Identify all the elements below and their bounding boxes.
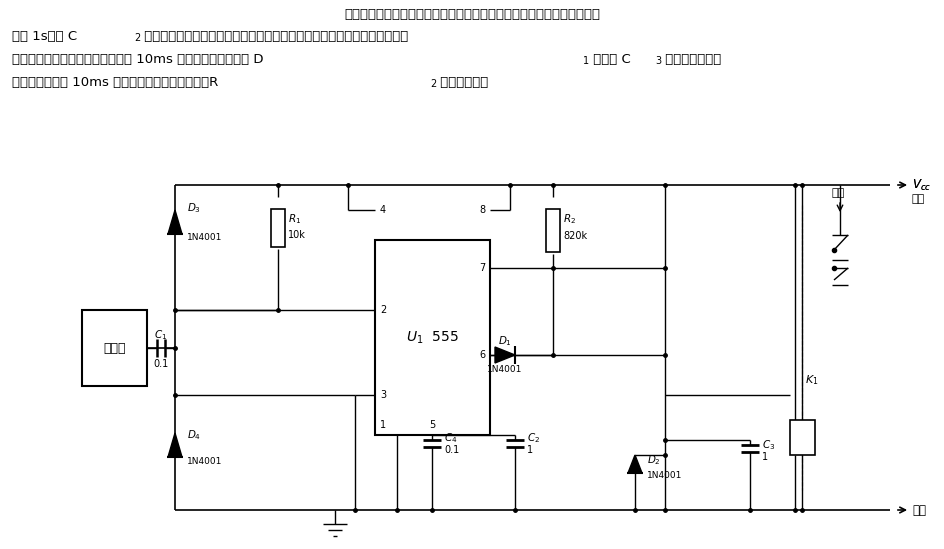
Text: 8: 8 [479, 205, 484, 215]
Text: $C_4$: $C_4$ [444, 431, 457, 445]
Text: 接触板: 接触板 [103, 341, 126, 355]
Text: 2: 2 [379, 305, 386, 315]
Text: 输出: 输出 [831, 188, 844, 198]
Bar [789, 420, 814, 455]
Text: $U_1$  555: $U_1$ 555 [406, 329, 459, 346]
Text: 接地: 接地 [911, 503, 925, 517]
Text: 10k: 10k [288, 230, 306, 240]
Text: 和电容 C: 和电容 C [588, 53, 630, 66]
Text: 0.1: 0.1 [153, 359, 168, 369]
Text: 2: 2 [430, 79, 436, 89]
Text: 5: 5 [429, 420, 434, 430]
Polygon shape [168, 210, 182, 234]
Text: 0.1: 0.1 [444, 445, 459, 455]
Text: $D_2$: $D_2$ [647, 453, 660, 467]
Text: $C_1$: $C_1$ [154, 328, 167, 342]
Text: $R_2$: $R_2$ [563, 212, 576, 226]
Polygon shape [628, 455, 641, 473]
Text: 调节灵敏度。: 调节灵敏度。 [435, 76, 488, 89]
Text: 1N4001: 1N4001 [647, 470, 682, 479]
Text: 1: 1 [582, 56, 588, 66]
Bar [546, 209, 560, 252]
Text: $R_1$: $R_1$ [288, 212, 301, 226]
Text: 820k: 820k [563, 231, 586, 241]
Text: $K_1$: $K_1$ [804, 373, 818, 387]
Text: 引入感应的交流声，从而获得一列触发脉冲。单稳态电路的输出在定时循环: 引入感应的交流声，从而获得一列触发脉冲。单稳态电路的输出在定时循环 [140, 30, 408, 43]
Text: 3: 3 [379, 390, 386, 400]
Text: 利用输电线路交流声工作的触摸开关电路。电路的单稳态振荡器的周期调: 利用输电线路交流声工作的触摸开关电路。电路的单稳态振荡器的周期调 [344, 8, 599, 21]
Text: 1: 1 [527, 445, 532, 455]
Text: $D_3$: $D_3$ [187, 201, 201, 215]
Polygon shape [168, 433, 182, 457]
Text: 6: 6 [479, 350, 484, 360]
Text: 4: 4 [379, 205, 386, 215]
Bar [375, 240, 490, 435]
Text: 7: 7 [479, 263, 484, 273]
Text: 到约 1s。由 C: 到约 1s。由 C [12, 30, 77, 43]
Text: $V_{cc}$: $V_{cc}$ [911, 177, 930, 193]
Text: 1N4001: 1N4001 [187, 457, 222, 466]
Text: 1N4001: 1N4001 [187, 233, 222, 243]
Text: 输出: 输出 [911, 194, 924, 204]
Text: 给继电器提供缓: 给继电器提供缓 [660, 53, 720, 66]
Text: $V_{cc}$: $V_{cc}$ [911, 177, 930, 193]
Text: 1N4001: 1N4001 [487, 366, 522, 374]
Bar [271, 209, 285, 247]
Text: $D_4$: $D_4$ [187, 428, 201, 442]
Text: $C_2$: $C_2$ [527, 431, 540, 445]
Text: $D_1$: $D_1$ [497, 334, 512, 348]
Text: 冲，使之在那些 10ms 脉冲的作用下不致于颤振。R: 冲，使之在那些 10ms 脉冲的作用下不致于颤振。R [12, 76, 218, 89]
Text: 1: 1 [379, 420, 386, 430]
Polygon shape [495, 347, 514, 363]
Text: $C_3$: $C_3$ [761, 438, 774, 452]
Text: 3: 3 [654, 56, 661, 66]
Text: 2: 2 [134, 33, 140, 43]
Text: 1: 1 [761, 452, 767, 462]
Text: 结束到再触发的时间间隔内每秒有 10ms 变为低电平。二极管 D: 结束到再触发的时间间隔内每秒有 10ms 变为低电平。二极管 D [12, 53, 263, 66]
Bar [82, 310, 147, 386]
